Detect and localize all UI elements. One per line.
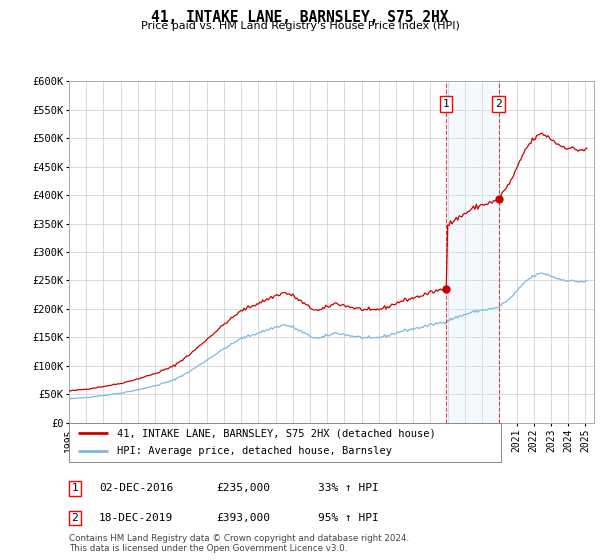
Text: Contains HM Land Registry data © Crown copyright and database right 2024.
This d: Contains HM Land Registry data © Crown c… [69,534,409,553]
Text: Price paid vs. HM Land Registry's House Price Index (HPI): Price paid vs. HM Land Registry's House … [140,21,460,31]
Text: 18-DEC-2019: 18-DEC-2019 [99,513,173,523]
Text: HPI: Average price, detached house, Barnsley: HPI: Average price, detached house, Barn… [116,446,392,456]
Bar [446,81,499,423]
Text: 02-DEC-2016: 02-DEC-2016 [99,483,173,493]
Text: 33% ↑ HPI: 33% ↑ HPI [318,483,379,493]
Text: 2: 2 [495,99,502,109]
Text: £393,000: £393,000 [216,513,270,523]
Text: 1: 1 [71,483,79,493]
Text: 41, INTAKE LANE, BARNSLEY, S75 2HX (detached house): 41, INTAKE LANE, BARNSLEY, S75 2HX (deta… [116,428,435,438]
Text: 1: 1 [443,99,449,109]
Text: 41, INTAKE LANE, BARNSLEY, S75 2HX: 41, INTAKE LANE, BARNSLEY, S75 2HX [151,10,449,25]
Text: £235,000: £235,000 [216,483,270,493]
Text: 2: 2 [71,513,79,523]
Text: 95% ↑ HPI: 95% ↑ HPI [318,513,379,523]
